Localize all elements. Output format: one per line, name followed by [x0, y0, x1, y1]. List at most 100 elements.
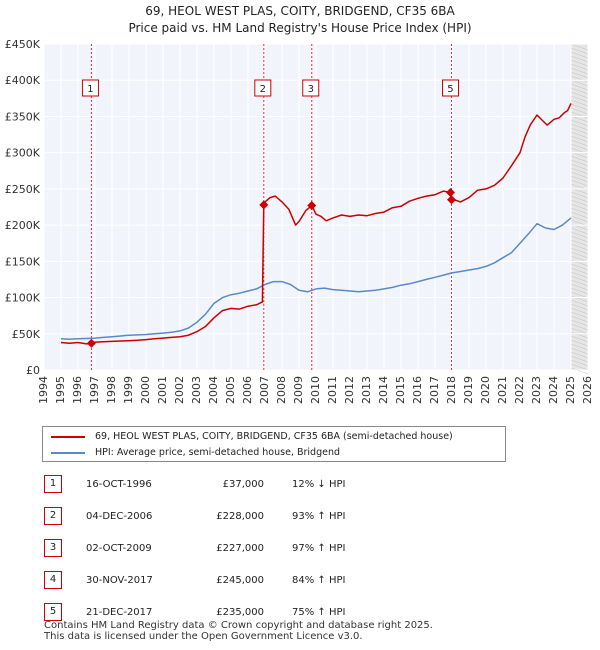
projection-hatch [570, 203, 589, 211]
projection-hatch [570, 195, 589, 203]
projection-hatch [570, 287, 589, 295]
x-tick-label: 2022 [513, 376, 526, 404]
sale-price: £37,000 [222, 479, 264, 490]
sale-point [86, 338, 96, 348]
sale-row: 5 21-DEC-2017 £235,000 75% ↑ HPI [44, 600, 444, 632]
sale-date: 21-DEC-2017 [86, 607, 153, 618]
projection-hatch [570, 231, 589, 239]
x-tick-label: 2002 [173, 376, 186, 404]
projection-hatch [570, 291, 589, 299]
projection-hatch [570, 303, 589, 311]
projection-hatch [570, 107, 589, 115]
projection-hatch [570, 263, 589, 271]
projection-hatch [570, 251, 589, 259]
y-tick-label: £450K [5, 38, 41, 51]
projection-hatch [570, 335, 589, 343]
legend-label-hpi: HPI: Average price, semi-detached house,… [95, 447, 340, 458]
sale-price: £228,000 [216, 511, 264, 522]
projection-hatch [570, 199, 589, 207]
sale-marker-box [441, 79, 459, 97]
projection-hatch [570, 51, 589, 59]
projection-hatch [570, 175, 589, 183]
y-tick-label: £150K [5, 255, 41, 268]
x-tick-label: 2005 [224, 376, 237, 404]
projection-hatch [570, 267, 589, 275]
sale-hpi-comparison: 97% ↑ HPI [292, 543, 346, 554]
x-tick-label: 2015 [394, 376, 407, 404]
projection-hatch [570, 59, 589, 67]
footer-line-2: This data is licensed under the Open Gov… [44, 631, 363, 642]
projection-hatch [570, 239, 589, 247]
projection-hatch [570, 307, 589, 315]
sales-table: 1 16-OCT-1996 £37,000 12% ↓ HPI 2 04-DEC… [44, 472, 444, 632]
projection-hatch [570, 279, 589, 287]
projection-hatch [570, 95, 589, 103]
projection-hatch [570, 43, 589, 51]
series-line-property [60, 103, 572, 345]
projection-hatch [570, 163, 589, 171]
projection-hatch [570, 91, 589, 99]
sale-row: 3 02-OCT-2009 £227,000 97% ↑ HPI [44, 536, 444, 568]
projection-hatch [570, 83, 589, 91]
projection-hatch [570, 343, 589, 351]
y-tick-label: £250K [5, 183, 41, 196]
projection-hatch [570, 71, 589, 79]
projection-hatch [570, 211, 589, 219]
projection-hatch [570, 191, 589, 199]
sale-hpi-comparison: 84% ↑ HPI [292, 575, 346, 586]
projection-hatch [570, 311, 589, 319]
projection-hatch [570, 351, 589, 359]
sale-marker-label: 5 [447, 84, 453, 95]
sale-date: 04-DEC-2006 [86, 511, 153, 522]
projection-hatch [570, 47, 589, 55]
sale-date: 02-OCT-2009 [86, 543, 152, 554]
x-tick-label: 2009 [292, 376, 305, 404]
x-tick-label: 2019 [462, 376, 475, 404]
projection-hatch [570, 87, 589, 95]
sale-marker-box [81, 79, 99, 97]
y-tick-label: £200K [5, 219, 41, 232]
x-tick-label: 2008 [275, 376, 288, 404]
y-tick-label: £350K [5, 110, 41, 123]
legend-item-property: 69, HEOL WEST PLAS, COITY, BRIDGEND, CF3… [51, 430, 453, 444]
sale-hpi-comparison: 12% ↓ HPI [292, 479, 346, 490]
sale-number-badge: 1 [44, 475, 62, 493]
legend-label-property: 69, HEOL WEST PLAS, COITY, BRIDGEND, CF3… [95, 431, 453, 442]
projection-hatch [570, 299, 589, 307]
projection-hatch [570, 319, 589, 327]
projection-hatch [570, 283, 589, 291]
sale-marker-label: 2 [260, 84, 266, 95]
x-tick-label: 2010 [309, 376, 322, 404]
sale-hpi-comparison: 93% ↑ HPI [292, 511, 346, 522]
sale-point [445, 188, 455, 198]
legend-swatch-hpi [51, 451, 85, 454]
y-tick-label: £300K [5, 147, 41, 160]
projection-hatch [570, 359, 589, 367]
projection-hatch [570, 55, 589, 63]
footer-line-1: Contains HM Land Registry data © Crown c… [44, 620, 433, 631]
sale-marker-label: 3 [308, 84, 314, 95]
sale-number-badge: 2 [44, 507, 62, 525]
chart-title: 69, HEOL WEST PLAS, COITY, BRIDGEND, CF3… [0, 0, 600, 37]
projection-hatch [570, 315, 589, 323]
sale-price: £235,000 [216, 607, 264, 618]
x-tick-label: 2021 [496, 376, 509, 404]
x-tick-label: 1999 [122, 376, 135, 404]
projection-hatch [570, 323, 589, 331]
projection-hatch [570, 159, 589, 167]
legend-swatch-property [51, 435, 85, 438]
projection-hatch [570, 331, 589, 339]
chart-legend: 69, HEOL WEST PLAS, COITY, BRIDGEND, CF3… [42, 426, 506, 462]
x-tick-label: 2023 [530, 376, 543, 404]
x-tick-label: 2026 [581, 376, 594, 404]
x-tick-label: 1994 [37, 376, 50, 404]
x-tick-label: 2001 [156, 376, 169, 404]
legend-item-hpi: HPI: Average price, semi-detached house,… [51, 446, 340, 460]
sale-date: 30-NOV-2017 [86, 575, 153, 586]
title-line-2: Price paid vs. HM Land Registry's House … [128, 21, 472, 35]
x-tick-label: 2018 [445, 376, 458, 404]
projection-hatch [570, 135, 589, 143]
projection-hatch [570, 103, 589, 111]
projection-hatch [570, 115, 589, 123]
series-line-hpi [60, 217, 572, 340]
